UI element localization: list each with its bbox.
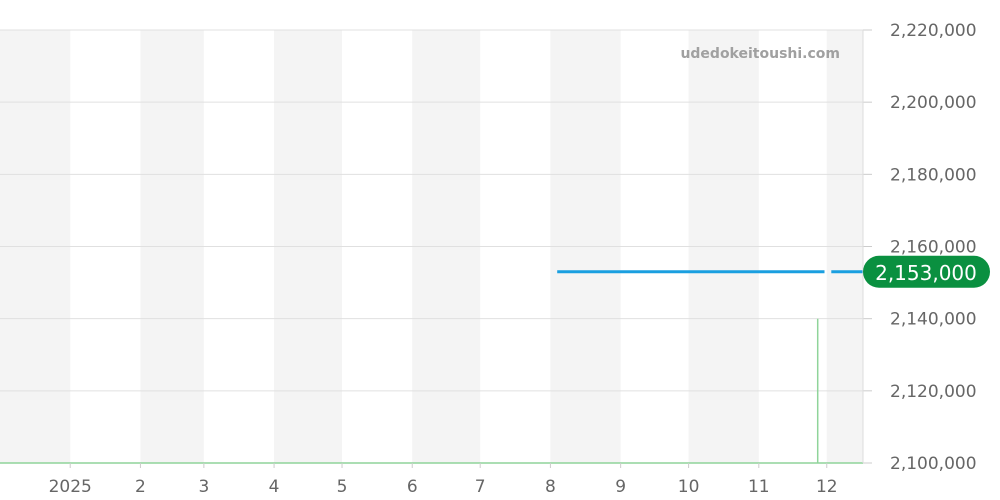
x-tick-label: 11 <box>748 477 770 497</box>
series-line <box>0 318 863 464</box>
y-tick-label: 2,120,000 <box>890 382 977 402</box>
y-tick-label: 2,200,000 <box>890 93 977 113</box>
x-tick-label: 3 <box>198 477 209 497</box>
x-tick-label: 8 <box>545 477 556 497</box>
y-tick-label: 2,160,000 <box>890 238 977 258</box>
current-value-badge: 2,153,000 <box>863 255 990 288</box>
badge-label: 2,153,000 <box>875 261 977 285</box>
x-tick-label: 12 <box>816 477 838 497</box>
y-tick-label: 2,220,000 <box>890 21 977 41</box>
badge-background <box>863 255 990 288</box>
y-tick-label: 2,100,000 <box>890 454 977 474</box>
x-tick-label: 9 <box>615 477 626 497</box>
x-tick-label: 7 <box>475 477 486 497</box>
x-tick-label: 5 <box>337 477 348 497</box>
x-tick-label: 2025 <box>49 477 92 497</box>
watermark: udedokeitoushi.com <box>680 46 840 62</box>
x-tick-label: 4 <box>269 477 280 497</box>
x-tick-label: 10 <box>678 477 700 497</box>
y-tick-label: 2,140,000 <box>890 310 977 330</box>
y-tick-label: 2,180,000 <box>890 165 977 185</box>
x-tick-label: 6 <box>407 477 418 497</box>
x-tick-label: 2 <box>135 477 146 497</box>
